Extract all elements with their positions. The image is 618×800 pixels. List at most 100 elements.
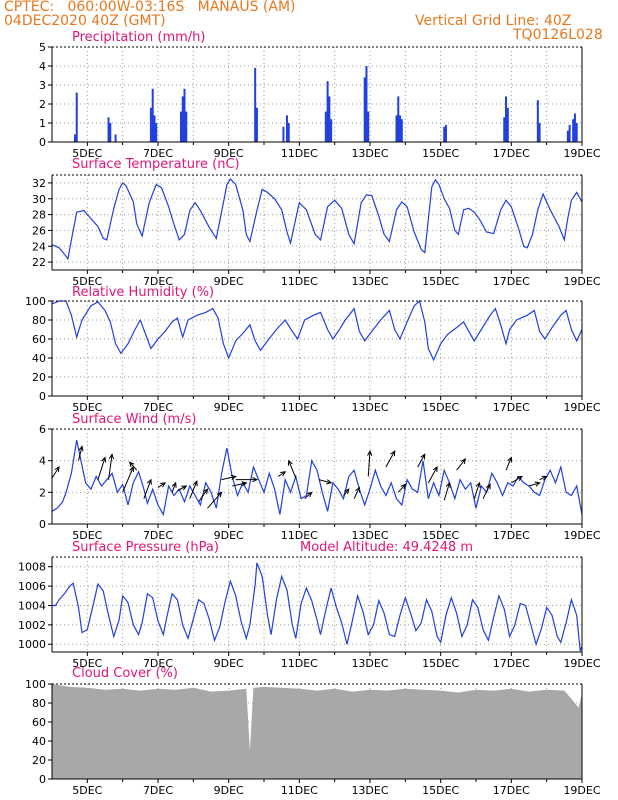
wind-arrow <box>318 479 332 484</box>
precip-bar <box>109 123 112 142</box>
wind-arrow-head <box>344 488 350 495</box>
x-tick-label: 17DEC <box>493 275 530 288</box>
wind-arrow <box>343 488 350 496</box>
x-tick-label: 9DEC <box>214 657 244 670</box>
wind-arrow <box>157 482 166 488</box>
precip-bar <box>444 124 447 142</box>
y-tick-label: 6 <box>39 423 46 436</box>
wind-arrow-head <box>280 471 287 477</box>
wind-arrow-head <box>108 453 115 460</box>
wind-arrow-head <box>160 482 167 488</box>
panel-annotation: Model Altitude: 49.4248 m <box>300 540 473 555</box>
x-tick-label: 5DEC <box>72 657 102 670</box>
precip-bar <box>179 111 182 142</box>
precip-bar <box>185 111 188 142</box>
wind-arrow-head <box>181 485 188 491</box>
wind-arrow <box>397 484 406 493</box>
wind-arrow-head <box>78 445 84 452</box>
y-tick-label: 28 <box>32 209 46 222</box>
wind-arrow-head <box>241 481 248 487</box>
panel-title: Cloud Cover (%) <box>72 666 178 681</box>
x-tick-label: 15DEC <box>422 529 459 542</box>
wind-arrow-head <box>432 465 438 473</box>
wind-arrow-head <box>516 475 523 481</box>
x-tick-label: 17DEC <box>493 401 530 414</box>
panel-title: Surface Pressure (hPa) <box>72 540 219 555</box>
panel-3: Relative Humidity (%) 5DEC 7DEC 9DEC 11DEC 13… <box>25 285 601 414</box>
precip-bar <box>153 115 156 142</box>
precip-bar <box>365 66 368 142</box>
wind-arrow <box>277 471 286 477</box>
x-tick-label: 9DEC <box>214 401 244 414</box>
wind-arrow-head <box>326 479 333 485</box>
wind-arrow <box>482 484 491 499</box>
x-tick-label: 17DEC <box>493 529 530 542</box>
x-tick-label: 11DEC <box>281 147 318 160</box>
wind-arrow <box>427 466 438 484</box>
precip-bar <box>330 119 333 142</box>
wind-arrow-head <box>192 480 198 487</box>
x-tick-label: 17DEC <box>493 784 530 797</box>
wind-arrow <box>78 446 83 461</box>
y-tick-label: 60 <box>32 716 46 729</box>
precip-bar <box>282 126 285 142</box>
x-tick-label: 17DEC <box>493 657 530 670</box>
x-tick-label: 5DEC <box>72 784 102 797</box>
x-tick-label: 11DEC <box>281 529 318 542</box>
wind-arrow-head <box>129 465 135 473</box>
x-tick-label: 9DEC <box>214 529 244 542</box>
x-tick-label: 7DEC <box>143 657 173 670</box>
wind-arrow <box>198 488 208 503</box>
y-tick-label: 0 <box>39 773 46 786</box>
y-tick-label: 40 <box>32 735 46 748</box>
precip-bar <box>400 119 403 142</box>
x-tick-label: 19DEC <box>563 275 600 288</box>
wind-arrow-head <box>534 481 541 487</box>
x-tick-label: 5DEC <box>72 529 102 542</box>
x-tick-label: 15DEC <box>422 784 459 797</box>
wind-arrow <box>353 487 360 499</box>
wind-arrow-head <box>541 475 548 481</box>
wind-arrow <box>443 482 450 501</box>
x-tick-label: 19DEC <box>563 529 600 542</box>
precip-bar <box>285 115 288 142</box>
wind-arrow <box>456 458 466 471</box>
precip-bar <box>149 107 152 142</box>
wind-arrow <box>189 481 198 499</box>
y-tick-label: 2 <box>39 98 46 111</box>
precip-bar <box>573 113 576 142</box>
precip-bar <box>536 100 539 142</box>
panel-1: Precipitation (mm/h) 5DEC 7DEC 9DEC 11DEC 13D… <box>39 30 601 160</box>
header-right1: Vertical Grid Line: 40Z <box>415 13 572 29</box>
panel-title: Relative Humidity (%) <box>72 285 214 300</box>
wind-arrow-head <box>485 483 491 490</box>
wind-arrow-head <box>475 481 481 488</box>
precip-bar <box>568 124 571 142</box>
x-tick-label: 13DEC <box>351 657 388 670</box>
wind-arrow <box>304 491 313 500</box>
y-tick-label: 0 <box>39 136 46 149</box>
header-line2: 04DEC2020 40Z (GMT) <box>4 13 166 29</box>
y-tick-label: 4 <box>39 60 46 73</box>
x-tick-label: 15DEC <box>422 147 459 160</box>
y-tick-label: 100 <box>25 678 46 691</box>
precip-bar <box>254 67 257 142</box>
y-tick-label: 22 <box>32 256 46 269</box>
y-tick-label: 3 <box>39 79 46 92</box>
x-tick-label: 5DEC <box>72 275 102 288</box>
y-tick-label: 1002 <box>18 619 46 632</box>
wind-arrow-head <box>101 456 107 463</box>
y-tick-label: 20 <box>32 371 46 384</box>
panel-2: Surface Temperature (nC) 5DEC 7DEC 9DEC 11DE… <box>32 157 601 288</box>
wind-arrow <box>143 479 152 499</box>
precip-bar <box>572 119 575 142</box>
precip-bar <box>151 88 154 142</box>
header-right2: TQ0126L028 <box>513 27 603 43</box>
series-line <box>51 299 583 362</box>
y-tick-label: 0 <box>39 390 46 403</box>
wind-arrow-head <box>400 483 407 490</box>
wind-arrow-head <box>507 456 513 463</box>
header-line1: CPTEC: 060:00W-03:16S MANAUS (AM) <box>4 0 296 15</box>
wind-arrow <box>122 466 134 493</box>
y-tick-label: 80 <box>32 314 46 327</box>
